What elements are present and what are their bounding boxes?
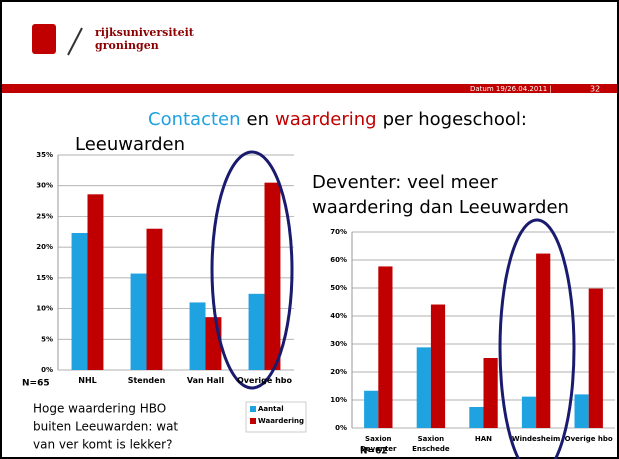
x-tick-label: Windesheim xyxy=(511,435,561,443)
sample-size: N=62 xyxy=(360,447,388,457)
y-tick-label: 5% xyxy=(41,335,53,343)
x-tick-label: Stenden xyxy=(127,376,166,385)
bar xyxy=(378,266,393,428)
bar xyxy=(588,288,603,428)
y-tick-label: 30% xyxy=(36,182,53,190)
y-tick-label: 10% xyxy=(330,396,347,404)
highlight-ellipse xyxy=(498,218,576,459)
note-text: Deventer: veel meer xyxy=(312,172,498,193)
sample-size: N=65 xyxy=(22,379,50,389)
bar xyxy=(264,182,281,370)
y-tick-label: 20% xyxy=(330,368,347,376)
y-tick-label: 40% xyxy=(330,312,347,320)
y-tick-label: 70% xyxy=(330,228,347,236)
bar xyxy=(205,317,222,370)
y-tick-label: 35% xyxy=(36,151,53,159)
y-tick-label: 10% xyxy=(36,305,53,313)
legend-label: Aantal xyxy=(258,405,284,413)
legend-label: Waardering xyxy=(258,417,304,425)
legend-swatch xyxy=(250,406,256,412)
title-part: waardering xyxy=(275,109,377,130)
bar xyxy=(430,304,446,428)
y-tick-label: 0% xyxy=(41,366,53,374)
x-tick-label: Overige hbo xyxy=(564,435,613,443)
bar xyxy=(87,194,104,370)
x-tick-label: Overige hbo xyxy=(237,376,292,385)
bar xyxy=(416,347,431,428)
bar xyxy=(189,302,206,370)
x-tick-label: Saxion Enschede xyxy=(412,435,450,453)
bar xyxy=(483,358,498,428)
x-tick-label: HAN xyxy=(474,435,493,443)
title-part: en xyxy=(247,109,269,130)
title-part: per hogeschool: xyxy=(383,109,527,130)
y-tick-label: 25% xyxy=(36,212,53,220)
logo-text: groningen xyxy=(95,39,159,52)
legend-swatch xyxy=(250,418,256,424)
comment: Hoge waardering HBO xyxy=(33,402,166,416)
y-tick-label: 50% xyxy=(330,284,347,292)
header-bar xyxy=(2,84,617,93)
y-tick-label: 20% xyxy=(36,243,53,251)
title: Contacten en waardering per hogeschool: xyxy=(148,109,527,130)
bar xyxy=(71,233,88,370)
comment: van ver komt is lekker? xyxy=(33,438,172,452)
bar xyxy=(130,273,147,370)
bar xyxy=(146,228,163,370)
bar xyxy=(364,390,379,428)
bar xyxy=(248,293,265,370)
bar xyxy=(536,253,551,428)
title-line: Leeuwarden xyxy=(75,134,185,155)
x-tick-label: Van Hall xyxy=(186,376,225,385)
y-tick-label: 60% xyxy=(330,256,347,264)
note-text: waardering dan Leeuwarden xyxy=(312,197,569,218)
comment: buiten Leeuwarden: wat xyxy=(33,420,178,434)
x-tick-label: Saxion Deventer xyxy=(360,435,397,453)
date: Datum 19/26.04.2011 | xyxy=(470,85,552,93)
logo-text: rijksuniversiteit xyxy=(95,26,195,39)
bar xyxy=(521,396,537,428)
y-tick-label: 0% xyxy=(335,424,347,432)
bar xyxy=(574,394,589,428)
logo-slash xyxy=(67,27,83,56)
x-tick-label: NHL xyxy=(78,376,97,385)
y-tick-label: 30% xyxy=(330,340,347,348)
y-tick-label: 15% xyxy=(36,274,53,282)
highlight-ellipse xyxy=(210,150,294,390)
logo-shield xyxy=(32,24,56,54)
page-number: 32 xyxy=(590,85,600,94)
title-part: Contacten xyxy=(148,109,241,130)
bar xyxy=(469,407,484,428)
